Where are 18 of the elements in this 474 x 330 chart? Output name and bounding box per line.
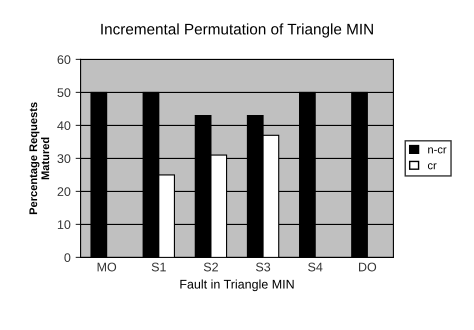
y-tick-label: 0: [64, 253, 70, 262]
x-tick-label: MO: [98, 262, 116, 272]
legend-label: cr: [428, 163, 437, 170]
y-tick-label: 20: [58, 187, 70, 196]
chart-title: Incremental Permutation of Triangle MIN: [101, 23, 373, 38]
y-tick-label: 30: [57, 154, 70, 164]
x-tick-label: S4: [308, 262, 322, 272]
y-tick-label: 40: [57, 121, 70, 130]
y-tick-label: 50: [57, 88, 70, 98]
x-tick-label: S3: [256, 262, 270, 272]
x-tick-label: DO: [359, 262, 376, 272]
x-tick-label: S1: [152, 262, 166, 272]
y-tick-label: 10: [58, 220, 70, 230]
legend-label: n-cr: [428, 147, 446, 154]
y-tick-label: 60: [58, 55, 70, 64]
x-tick-label: S2: [204, 262, 218, 272]
y-axis-title: Percentage Requests Matured: [29, 102, 50, 214]
x-axis-title: Fault in Triangle MIN: [180, 279, 294, 292]
